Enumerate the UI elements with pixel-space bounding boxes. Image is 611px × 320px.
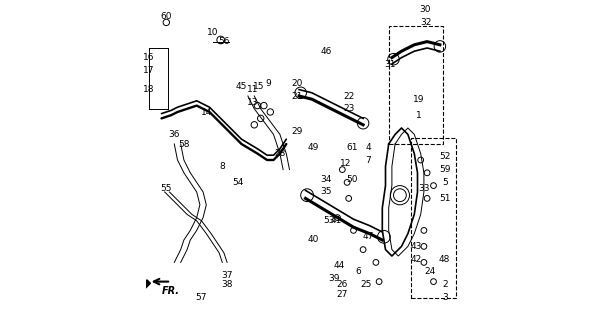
Text: 38: 38 (221, 280, 233, 289)
Text: 43: 43 (410, 242, 422, 251)
Text: 34: 34 (321, 175, 332, 184)
Text: 32: 32 (420, 18, 431, 27)
Text: 55: 55 (161, 184, 172, 193)
Text: FR.: FR. (161, 286, 180, 296)
Text: 21: 21 (292, 92, 303, 100)
Text: 28: 28 (274, 149, 285, 158)
Text: 9: 9 (266, 79, 271, 88)
Text: 26: 26 (337, 280, 348, 289)
Text: 22: 22 (343, 92, 354, 100)
Text: 48: 48 (439, 255, 450, 264)
Text: 4: 4 (365, 143, 371, 152)
Text: 3: 3 (442, 293, 448, 302)
Text: 11: 11 (247, 85, 258, 94)
Bar (389, 26, 443, 144)
Text: 10: 10 (207, 28, 219, 36)
Text: 42: 42 (410, 255, 422, 264)
Text: 16: 16 (143, 53, 155, 62)
Text: 61: 61 (346, 143, 357, 152)
Text: 57: 57 (196, 293, 207, 302)
Text: 30: 30 (420, 5, 431, 14)
Text: 53: 53 (324, 216, 335, 225)
Text: 37: 37 (221, 271, 233, 280)
Text: 33: 33 (418, 184, 430, 193)
Text: 31: 31 (384, 60, 396, 68)
Text: 24: 24 (425, 268, 436, 276)
Text: 5: 5 (442, 178, 448, 187)
Text: 18: 18 (143, 85, 155, 94)
Text: 2: 2 (442, 280, 447, 289)
Text: 51: 51 (439, 194, 450, 203)
Text: 46: 46 (321, 47, 332, 56)
Text: 13: 13 (247, 98, 258, 107)
Text: 60: 60 (161, 12, 172, 20)
Text: 7: 7 (365, 156, 371, 164)
Text: 8: 8 (219, 162, 225, 171)
Text: 35: 35 (321, 188, 332, 196)
Text: 47: 47 (362, 232, 373, 241)
Text: 54: 54 (233, 178, 244, 187)
Text: 1: 1 (416, 111, 422, 120)
Text: 40: 40 (308, 236, 319, 244)
Text: 19: 19 (414, 95, 425, 104)
Text: 56: 56 (218, 37, 230, 46)
Text: 17: 17 (143, 66, 155, 75)
Text: 25: 25 (360, 280, 372, 289)
Text: 41: 41 (330, 216, 342, 225)
Text: 36: 36 (169, 130, 180, 139)
Text: 52: 52 (439, 152, 450, 161)
Text: 12: 12 (340, 159, 351, 168)
Text: 49: 49 (308, 143, 319, 152)
Text: 20: 20 (292, 79, 303, 88)
Text: 50: 50 (346, 175, 357, 184)
Text: 44: 44 (334, 261, 345, 270)
Text: 58: 58 (178, 140, 189, 148)
Text: 23: 23 (343, 104, 354, 113)
FancyArrow shape (137, 280, 150, 293)
Text: 27: 27 (337, 290, 348, 299)
Text: 14: 14 (200, 108, 212, 116)
Text: 15: 15 (254, 82, 265, 91)
Text: 45: 45 (236, 82, 247, 91)
Text: 6: 6 (356, 268, 361, 276)
Text: 29: 29 (292, 127, 303, 136)
Text: 39: 39 (329, 274, 340, 283)
Text: 59: 59 (439, 165, 450, 174)
Bar (411, 138, 456, 298)
